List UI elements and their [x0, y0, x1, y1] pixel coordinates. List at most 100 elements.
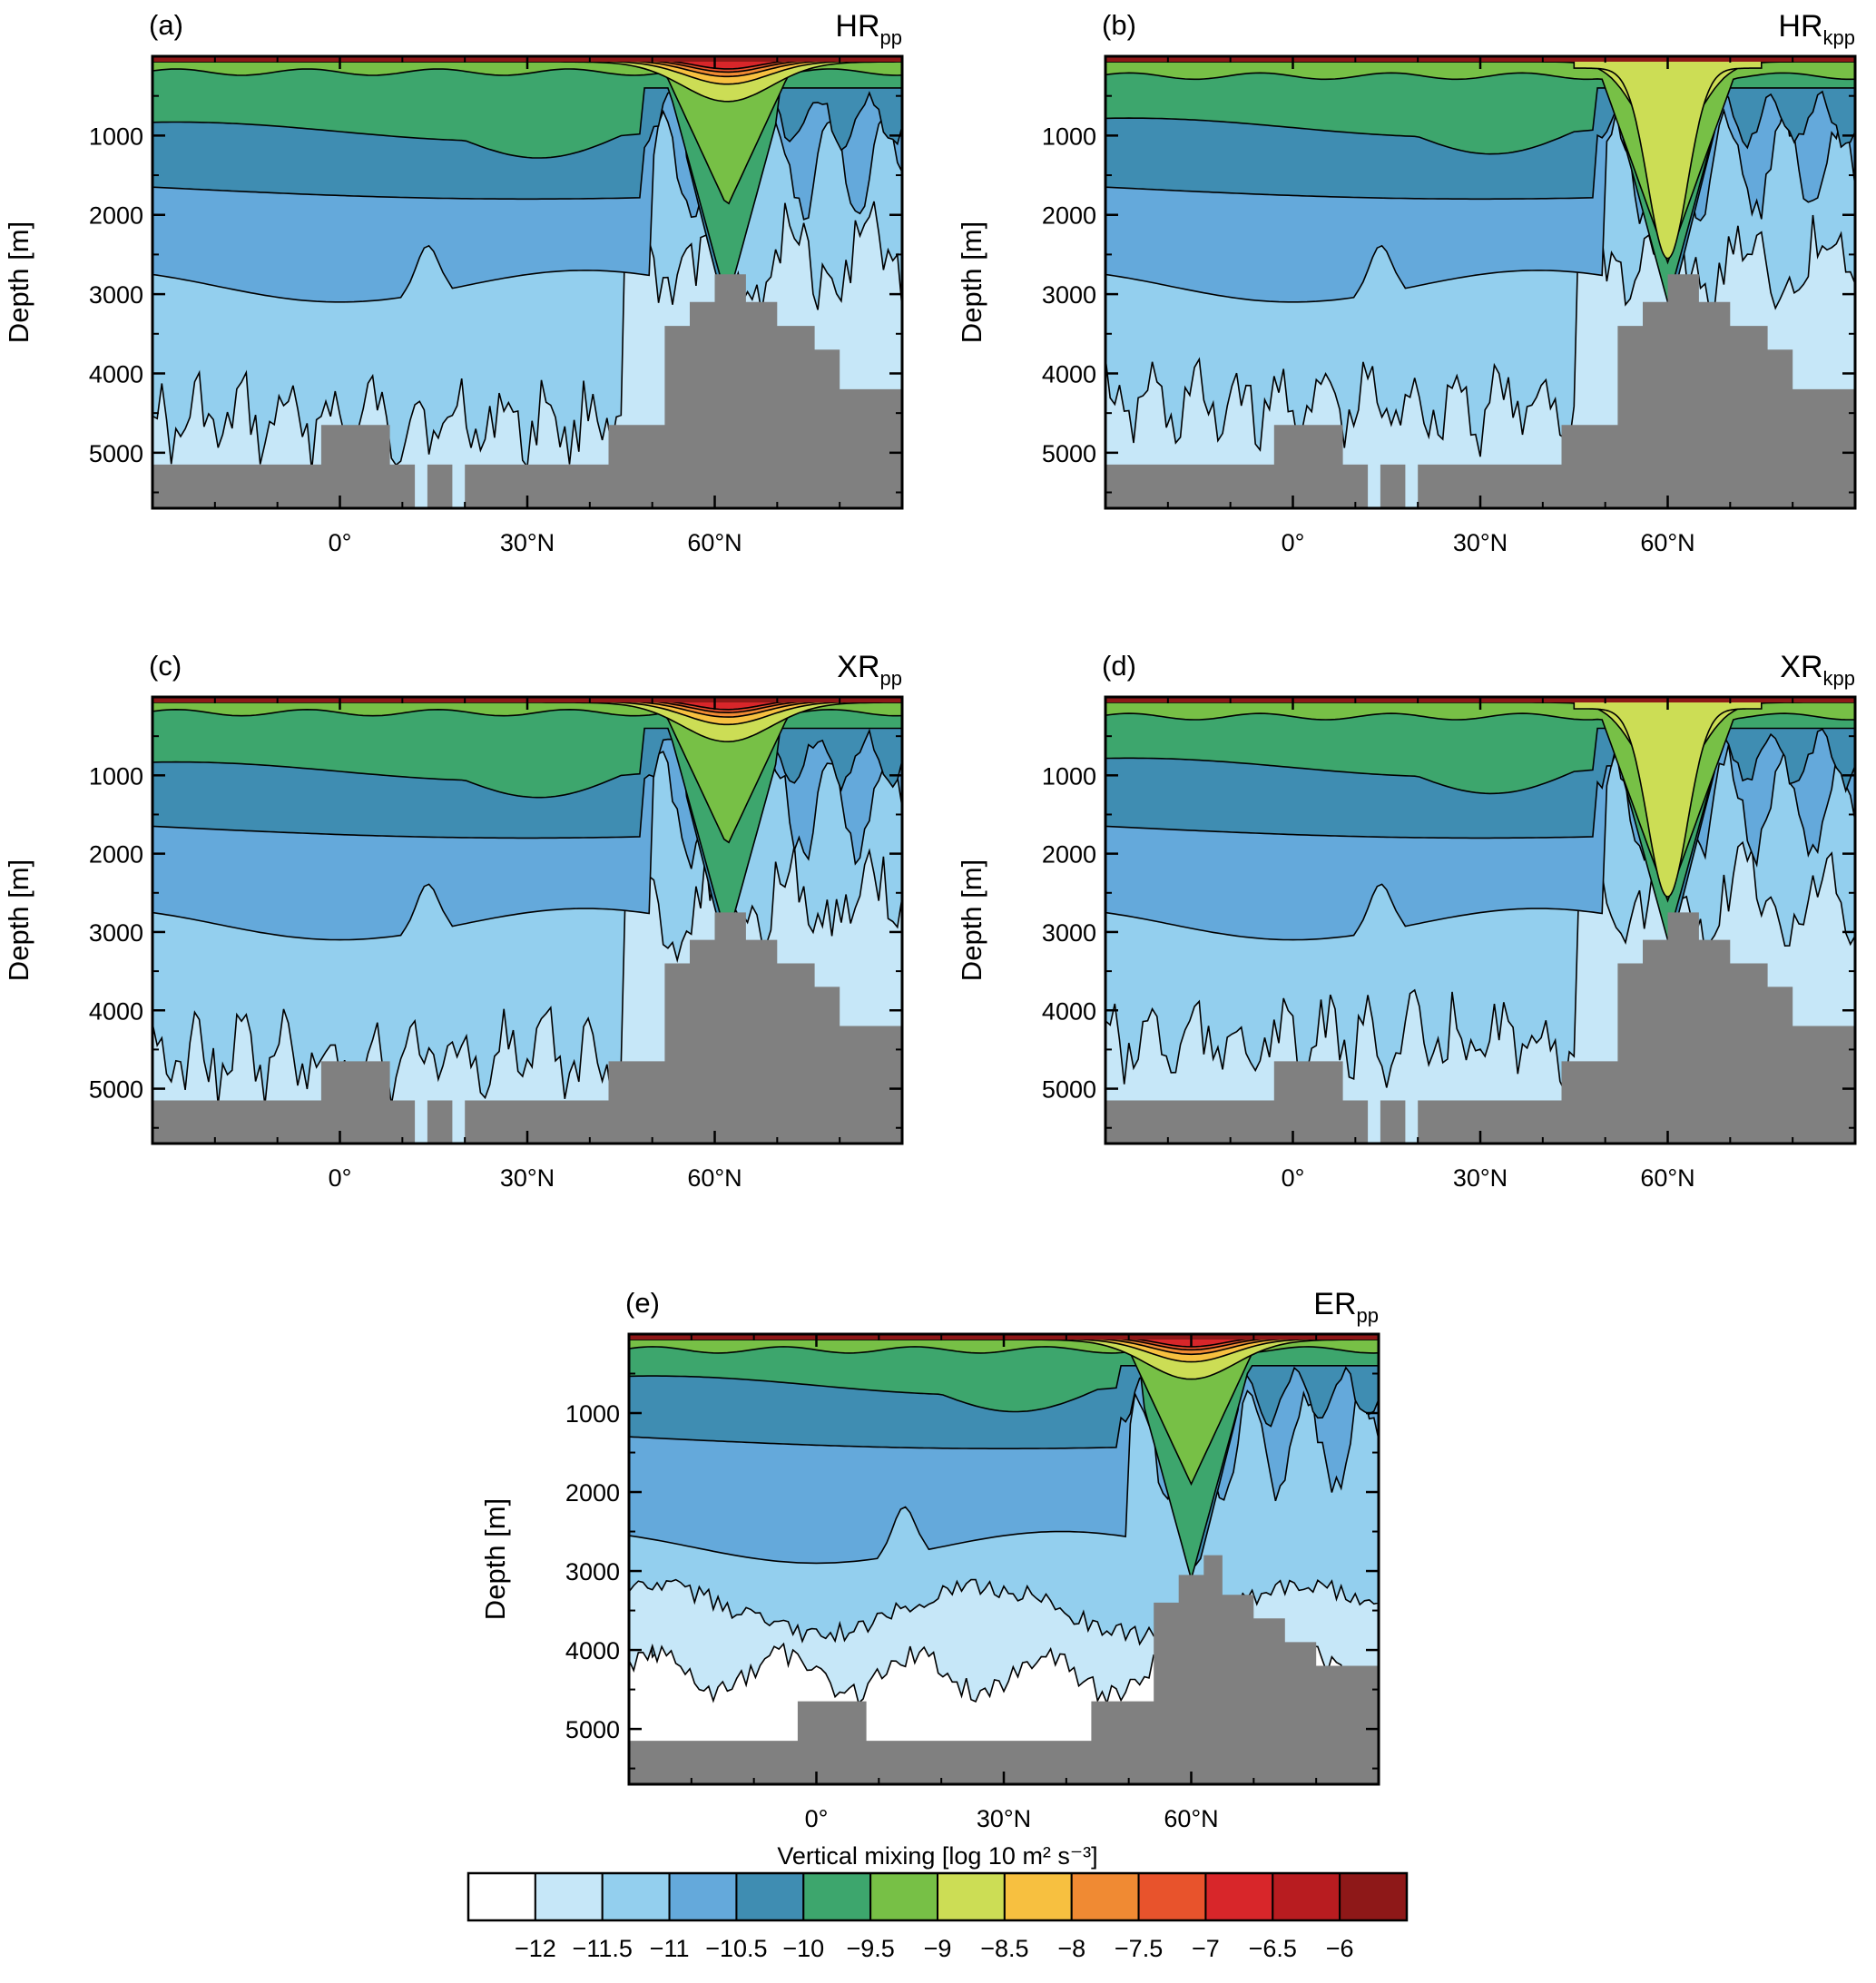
- y-axis-label: Depth [m]: [956, 859, 987, 981]
- xtick-label: 60°N: [687, 1164, 742, 1192]
- colorbar-swatch: [735, 1872, 805, 1921]
- colorbar-swatch: [1272, 1872, 1341, 1921]
- panel-title: XRpp: [837, 650, 902, 690]
- ytick-label: 5000: [1042, 440, 1096, 467]
- xtick-label: 60°N: [1164, 1805, 1218, 1832]
- ytick-label: 3000: [89, 919, 143, 947]
- colorbar-swatch: [869, 1872, 939, 1921]
- xtick-label: 30°N: [1453, 1164, 1508, 1192]
- xtick-label: 60°N: [687, 529, 742, 556]
- colorbar-swatch: [601, 1872, 671, 1921]
- colorbar-tick-label: −10: [782, 1935, 824, 1962]
- ytick-label: 5000: [89, 1076, 143, 1104]
- colorbar-title: Vertical mixing [log 10 m² s⁻³]: [777, 1842, 1097, 1870]
- band-kpp-core: [1573, 697, 1763, 898]
- colorbar-swatch: [1339, 1872, 1408, 1921]
- ytick-label: 1000: [89, 762, 143, 790]
- panel-label: (b): [1102, 9, 1136, 41]
- colorbar-swatch: [467, 1872, 536, 1921]
- ytick-label: 2000: [1042, 202, 1096, 230]
- colorbar-tick-label: −9: [924, 1935, 952, 1962]
- y-axis-label: Depth [m]: [3, 221, 34, 343]
- panel-title: HRkpp: [1778, 9, 1855, 49]
- mixing-field: [152, 697, 902, 1144]
- mixing-field: [1105, 697, 1855, 1144]
- ytick-label: 3000: [89, 281, 143, 309]
- mixing-field: [1105, 56, 1855, 508]
- panel-title-main: HR: [835, 9, 879, 44]
- ytick-label: 3000: [1042, 919, 1096, 947]
- xtick-label: 0°: [1282, 1164, 1305, 1192]
- colorbar-tick-label: −8: [1057, 1935, 1085, 1962]
- y-axis-label: Depth [m]: [956, 221, 987, 343]
- y-axis-label: Depth [m]: [479, 1498, 511, 1620]
- colorbar-swatch: [802, 1872, 872, 1921]
- panel-label: (a): [149, 9, 183, 41]
- land-mask: [152, 274, 902, 508]
- panel-c: 1000 2000 3000 4000 5000 0° 30°N 60°N Depth [m] (…: [3, 650, 904, 1192]
- colorbar-swatch: [1070, 1872, 1140, 1921]
- panel-title: HRpp: [835, 9, 902, 49]
- colorbar-swatch: [1137, 1872, 1207, 1921]
- land-mask: [1105, 274, 1855, 508]
- panel-title-subscript: pp: [1357, 1304, 1379, 1327]
- xtick-label: 0°: [805, 1805, 829, 1832]
- colorbar-swatch: [1003, 1872, 1073, 1921]
- panel-title-main: XR: [1780, 650, 1822, 684]
- colorbar-tick-label: −12: [515, 1935, 556, 1962]
- land-mask: [629, 1555, 1379, 1784]
- colorbar-tick-label: −11: [650, 1935, 690, 1962]
- xtick-label: 0°: [329, 1164, 352, 1192]
- colorbar-tick-label: −7: [1192, 1935, 1220, 1962]
- ytick-label: 4000: [1042, 997, 1096, 1025]
- xtick-label: 30°N: [500, 1164, 555, 1192]
- ytick-label: 5000: [1042, 1076, 1096, 1104]
- ytick-label: 2000: [1042, 841, 1096, 869]
- ytick-label: 2000: [565, 1479, 620, 1507]
- panel-title-subscript: kpp: [1823, 667, 1855, 690]
- ytick-label: 1000: [1042, 123, 1096, 150]
- ytick-label: 5000: [89, 440, 143, 467]
- panel-b: 1000 2000 3000 4000 5000 0° 30°N 60°N Depth [m] (…: [956, 9, 1857, 556]
- colorbar-tick-label: −7.5: [1115, 1935, 1163, 1962]
- panel-title-subscript: pp: [880, 667, 902, 690]
- xtick-label: 60°N: [1640, 1164, 1694, 1192]
- panel-e: 1000 2000 3000 4000 5000 0° 30°N 60°N Depth [m] (…: [479, 1287, 1380, 1832]
- colorbar-frame: [467, 1871, 1409, 1922]
- panel-d: 1000 2000 3000 4000 5000 0° 30°N 60°N Depth [m] (…: [956, 650, 1857, 1192]
- panel-label: (d): [1102, 650, 1136, 682]
- mixing-field: [152, 56, 902, 508]
- colorbar-tick-label: −6: [1326, 1935, 1354, 1962]
- y-axis-label: Depth [m]: [3, 859, 34, 981]
- panels-group: 1000 2000 3000 4000 5000 0° 30°N 60°N Depth [m] (…: [3, 9, 1857, 1832]
- colorbar-tick-label: −9.5: [846, 1935, 894, 1962]
- xtick-label: 30°N: [977, 1805, 1031, 1832]
- panel-title-main: HR: [1778, 9, 1822, 44]
- xtick-label: 30°N: [1453, 529, 1508, 556]
- colorbar-swatch: [1204, 1872, 1274, 1921]
- panel-label: (c): [149, 650, 182, 682]
- colorbar-tick-label: −11.5: [573, 1935, 633, 1962]
- panel-title-subscript: pp: [880, 26, 902, 49]
- ytick-label: 1000: [1042, 762, 1096, 790]
- colorbar-tick-label: −10.5: [705, 1935, 767, 1962]
- ytick-label: 4000: [89, 360, 143, 388]
- ytick-label: 1000: [89, 123, 143, 150]
- xtick-label: 0°: [1282, 529, 1305, 556]
- colorbar-tick-label: −8.5: [980, 1935, 1028, 1962]
- ytick-label: 3000: [1042, 281, 1096, 309]
- land-mask: [1105, 912, 1855, 1144]
- land-mask: [152, 912, 902, 1144]
- ytick-label: 1000: [565, 1400, 620, 1428]
- xtick-label: 0°: [329, 529, 352, 556]
- ytick-label: 5000: [565, 1716, 620, 1743]
- ytick-label: 4000: [1042, 360, 1096, 388]
- xtick-label: 30°N: [500, 529, 555, 556]
- ytick-label: 4000: [565, 1637, 620, 1664]
- panel-title-main: XR: [837, 650, 879, 684]
- band-kpp-core: [1573, 56, 1763, 260]
- xtick-label: 60°N: [1640, 529, 1694, 556]
- colorbar-swatch: [534, 1872, 604, 1921]
- ytick-label: 4000: [89, 997, 143, 1025]
